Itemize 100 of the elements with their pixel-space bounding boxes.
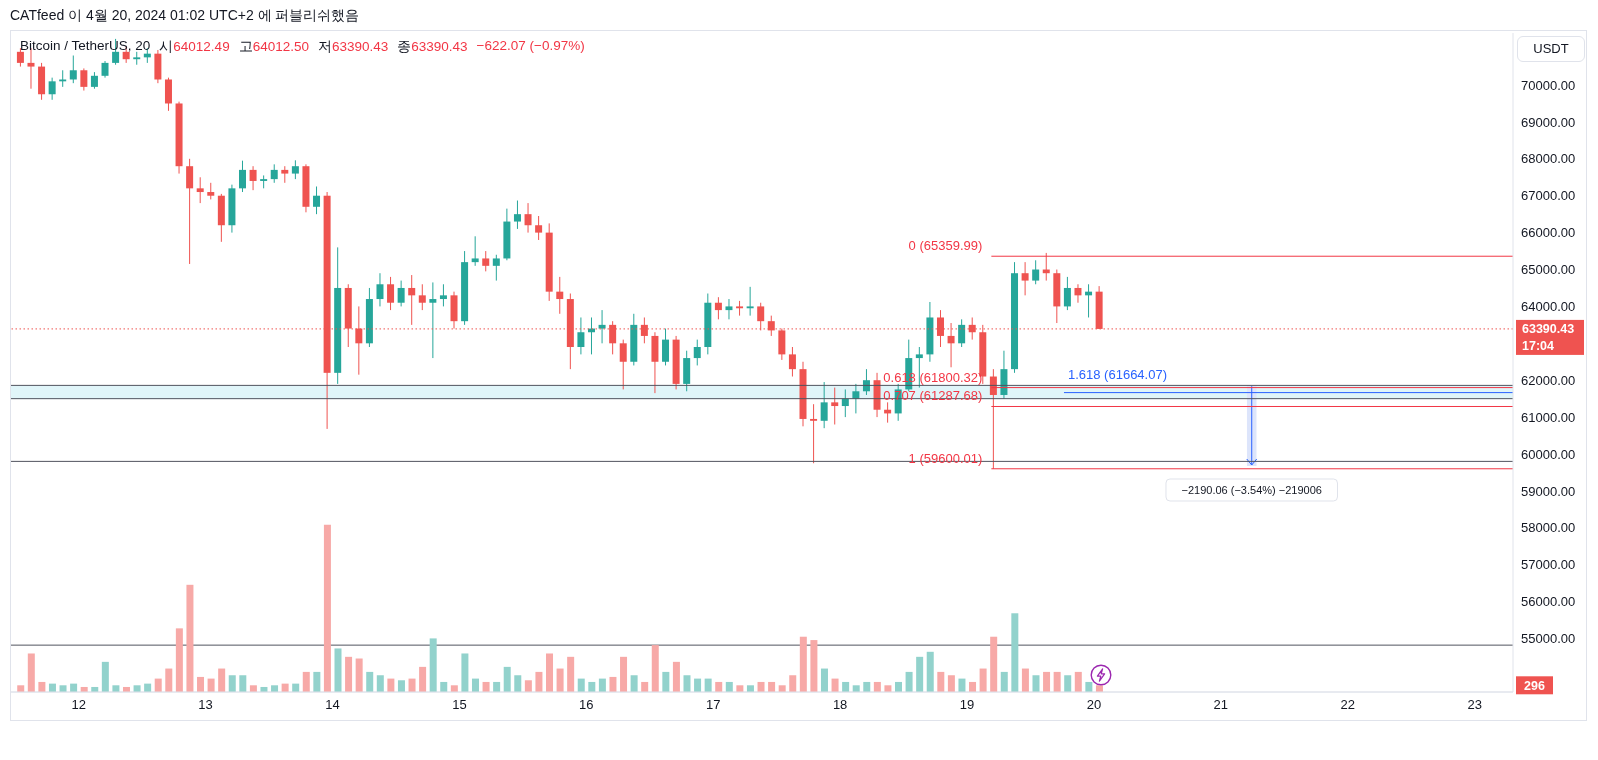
candlestick: [1032, 259, 1040, 285]
bar: [715, 681, 723, 692]
y-tick-label: 64000.00: [1521, 299, 1576, 315]
y-tick-label: 57000.00: [1521, 557, 1576, 573]
bar: [662, 671, 670, 692]
bar: [651, 645, 659, 692]
bar: [641, 681, 649, 692]
bar: [820, 668, 828, 692]
bar: [609, 676, 617, 692]
bar: [1064, 675, 1072, 692]
bar: [1074, 671, 1082, 692]
candlestick: [714, 296, 722, 320]
bar: [514, 675, 522, 692]
candlestick: [408, 274, 416, 326]
candlestick: [619, 339, 627, 390]
bar: [323, 524, 331, 692]
y-tick-label: 70000.00: [1521, 77, 1576, 93]
bar: [397, 680, 405, 692]
bar: [419, 666, 427, 692]
bar: [345, 656, 353, 692]
bar: [1032, 675, 1040, 692]
candlestick: [482, 250, 490, 272]
annotation: 저63390.43: [317, 39, 389, 54]
bar: [768, 681, 776, 692]
bar: [567, 656, 575, 692]
bar: [757, 681, 765, 692]
y-tick-label: 61000.00: [1521, 409, 1576, 425]
candlestick: [397, 280, 405, 307]
bar: [355, 658, 363, 692]
x-tick-label: 21: [1213, 697, 1229, 713]
bar: [810, 640, 818, 692]
series-label: 1.618 (61664.07): [1067, 366, 1168, 382]
bar: [334, 648, 342, 692]
bar: [588, 681, 596, 692]
candlestick: [725, 298, 733, 320]
x-tick-label: 19: [959, 697, 975, 713]
candlestick: [841, 388, 849, 418]
bar: [440, 681, 448, 692]
candlestick: [387, 276, 395, 311]
chart-title: CATfeed 이 4월 20, 2024 01:02 UTC+2 에 퍼블리쉬했음: [10, 7, 360, 23]
x-tick-label: 12: [71, 697, 86, 713]
bar: [799, 636, 807, 692]
annotation: 시64012.49: [159, 39, 230, 54]
candlestick: [577, 316, 585, 355]
bar: [503, 666, 511, 692]
candlestick: [788, 346, 796, 378]
candlestick: [513, 200, 521, 230]
candlestick: [746, 286, 754, 317]
bar: [990, 636, 998, 692]
candlestick: [1063, 276, 1071, 311]
x-tick-label: 13: [198, 697, 213, 713]
bar: [493, 681, 501, 692]
x-tick-label: 20: [1086, 697, 1102, 713]
x-tick-label: 23: [1467, 697, 1482, 713]
bar: [165, 668, 173, 692]
candlestick: [852, 383, 860, 414]
bar: [556, 668, 564, 692]
bar: [1011, 613, 1019, 692]
candlestick: [1074, 283, 1082, 304]
x-tick-label: 22: [1340, 697, 1355, 713]
bar: [1043, 671, 1051, 692]
candlestick: [69, 55, 77, 84]
x-tick-label: 18: [832, 697, 848, 713]
candlestick: [1021, 261, 1029, 296]
x-tick-label: 17: [705, 697, 721, 713]
candlestick: [471, 235, 479, 267]
bar: [313, 671, 321, 692]
y-tick-label: 69000.00: [1521, 114, 1576, 130]
bar: [197, 676, 205, 692]
candlestick: [291, 159, 299, 180]
ref-line-label: 63390.43 17:04: [1522, 322, 1575, 354]
candlestick: [164, 77, 172, 112]
candlestick: [186, 158, 194, 265]
candlestick: [80, 67, 88, 92]
bar: [916, 656, 924, 692]
bar: [186, 584, 194, 692]
candlestick: [958, 318, 966, 348]
y-tick-label: 66000.00: [1521, 225, 1576, 241]
candlestick: [376, 272, 384, 307]
candlestick: [598, 309, 606, 344]
bar: [546, 653, 554, 692]
bar: [175, 628, 183, 692]
candlestick: [249, 165, 257, 191]
bar: [429, 638, 437, 692]
candlestick: [535, 215, 543, 241]
y-tick-label: 58000.00: [1521, 520, 1576, 536]
candlestick: [556, 276, 564, 315]
bar: [969, 681, 977, 692]
bar: [620, 656, 628, 692]
bar: [905, 671, 913, 692]
bar: [218, 668, 226, 692]
data-label: −2190.06 (−3.54%) −219006: [1181, 484, 1322, 496]
y-tick-label: 65000.00: [1521, 262, 1576, 278]
bar: [239, 675, 247, 692]
bar: [38, 681, 46, 692]
y-axis-title: USDT: [1533, 41, 1569, 56]
bar: [1000, 671, 1008, 692]
bar: [937, 671, 945, 692]
bar: [789, 675, 797, 692]
bar: [101, 661, 109, 692]
